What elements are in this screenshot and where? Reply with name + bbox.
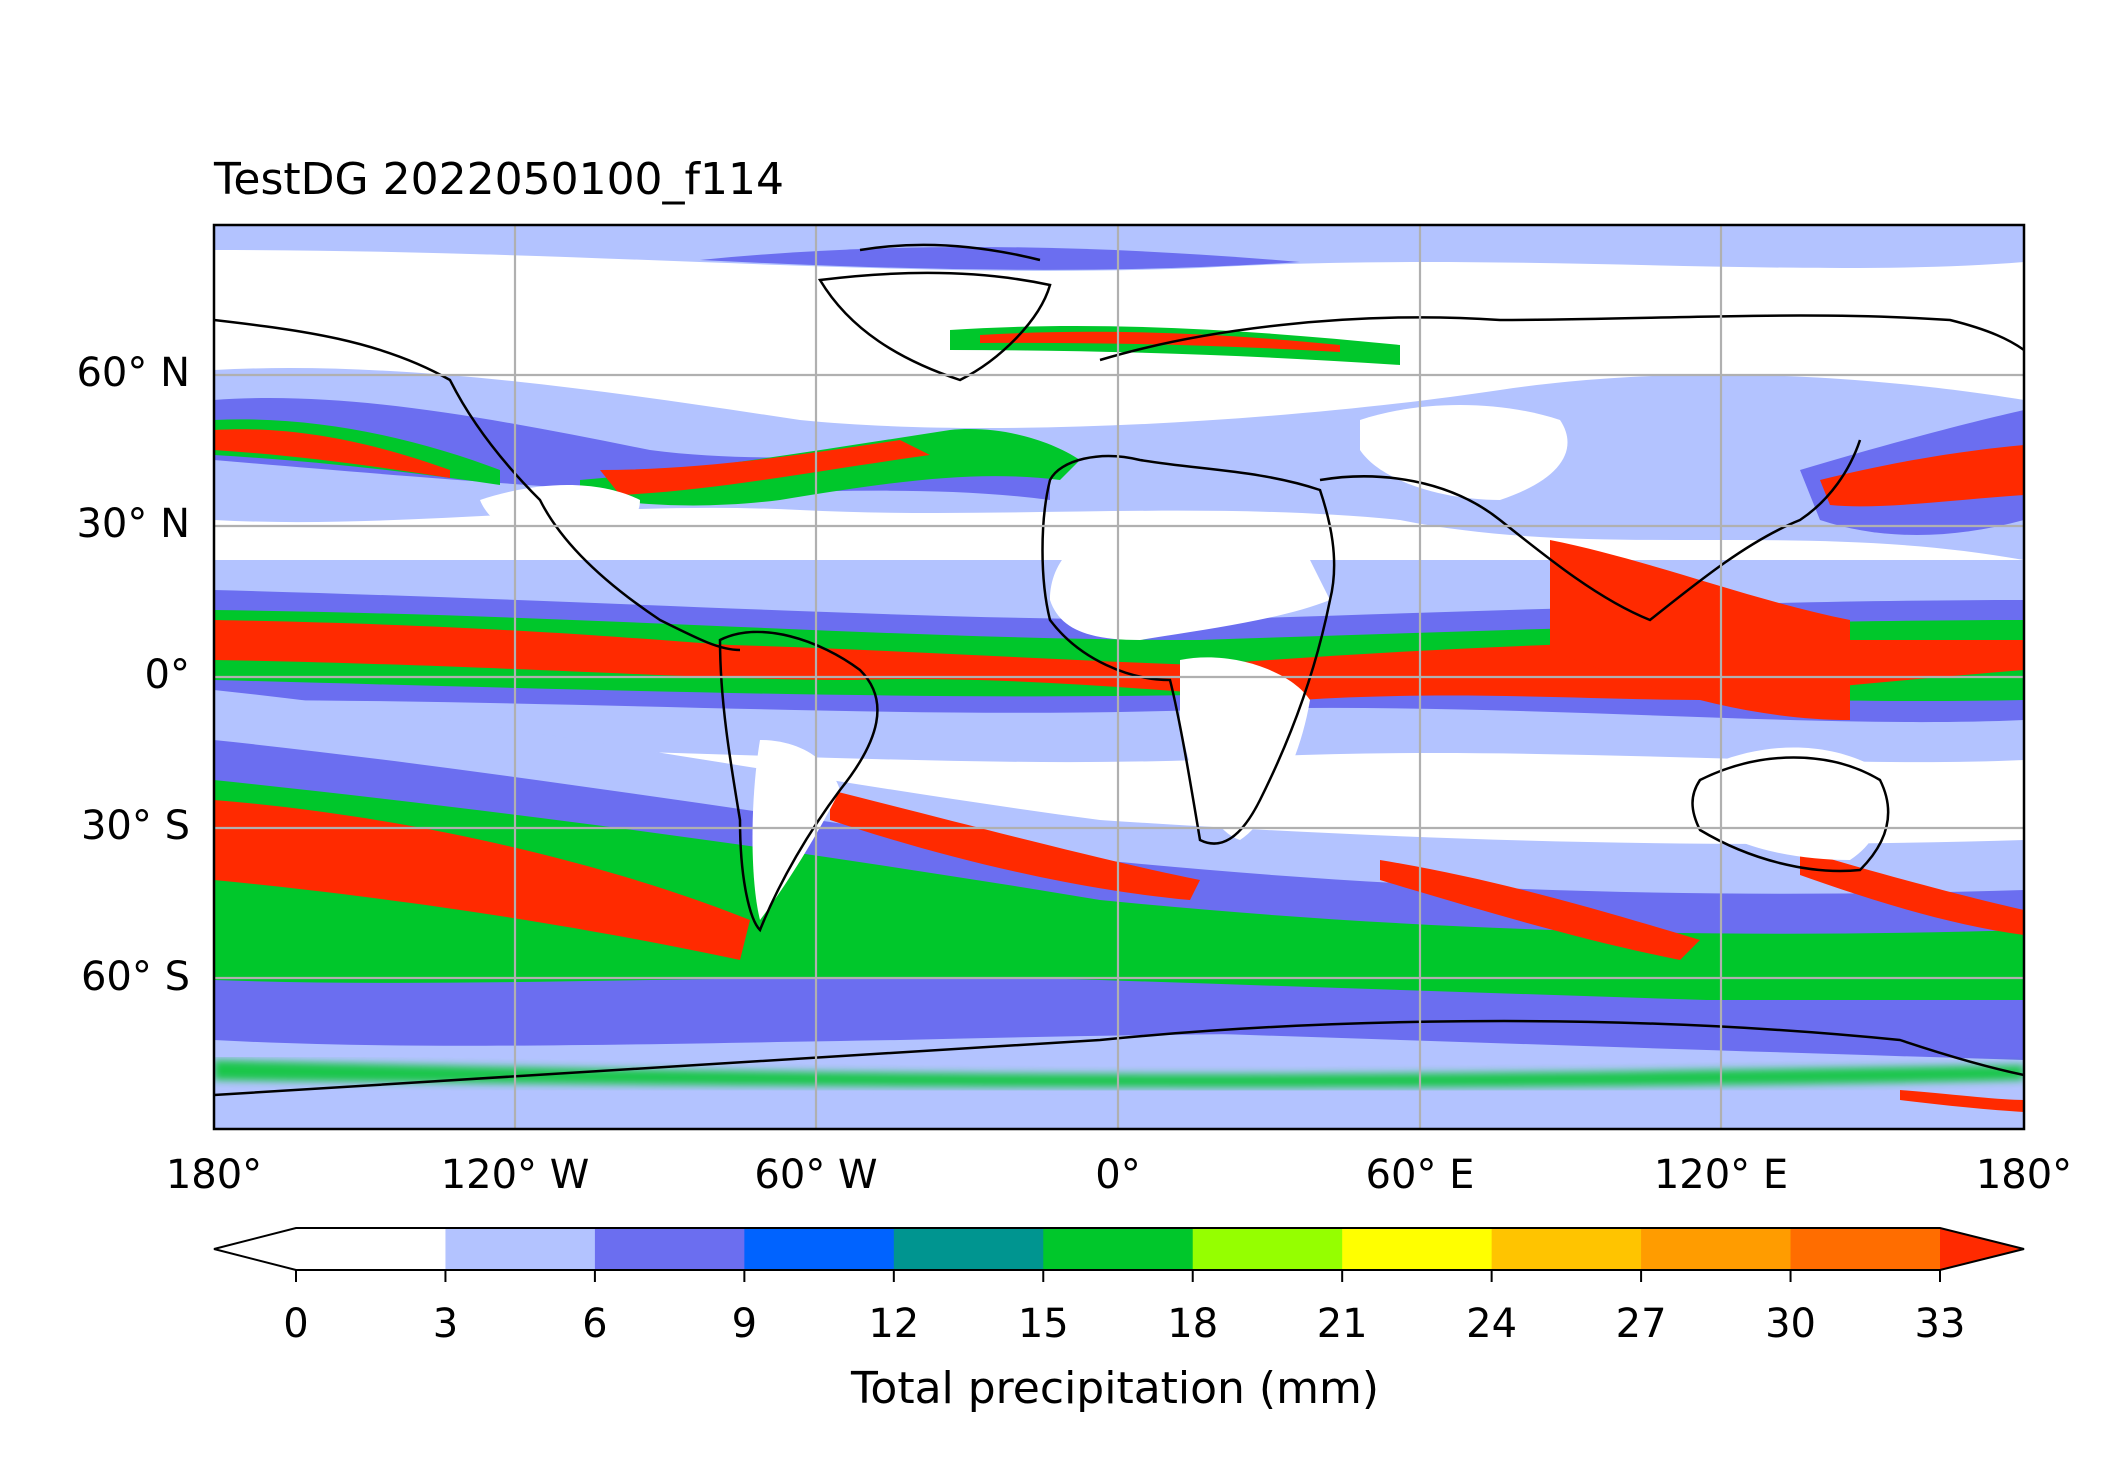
lat-tick-label: 30° N xyxy=(76,501,190,547)
colorbar-tick-label: 30 xyxy=(1765,1301,1816,1347)
map-frame xyxy=(212,223,2026,1131)
colorbar-segment xyxy=(1641,1228,1792,1270)
lat-tick-label: 0° xyxy=(144,652,190,698)
lon-tick-label: 120° W xyxy=(440,1152,590,1198)
colorbar-tick-label: 0 xyxy=(283,1301,309,1347)
colorbar-segment xyxy=(1192,1228,1343,1270)
colorbar-tick-label: 33 xyxy=(1914,1301,1966,1347)
colorbar-segment xyxy=(1043,1228,1194,1270)
colorbar-tick-label: 24 xyxy=(1466,1301,1518,1347)
colorbar-segment xyxy=(1342,1228,1493,1270)
colorbar xyxy=(213,1227,2025,1282)
colorbar-tick-label: 9 xyxy=(731,1301,758,1347)
colorbar-tick-label: 6 xyxy=(582,1301,608,1347)
colorbar-tick-label: 21 xyxy=(1316,1301,1368,1347)
lon-tick-label: 180° xyxy=(1975,1152,2073,1198)
colorbar-extend-min xyxy=(214,1228,296,1270)
colorbar-segment xyxy=(893,1228,1044,1270)
colorbar-tick-label: 3 xyxy=(432,1301,459,1347)
lon-tick-label: 0° xyxy=(1095,1152,1141,1198)
gridlines xyxy=(214,225,2024,1129)
colorbar-tick-label: 15 xyxy=(1017,1301,1069,1347)
colorbar-tick-label: 27 xyxy=(1615,1301,1667,1347)
precipitation-map xyxy=(212,223,2026,1131)
lat-tick-label: 60° N xyxy=(76,350,190,396)
map-title: TestDG 2022050100_f114 xyxy=(214,154,785,205)
colorbar-segment xyxy=(445,1228,596,1270)
colorbar-segment xyxy=(744,1228,895,1270)
colorbar-segment xyxy=(296,1228,447,1270)
colorbar-segment xyxy=(1491,1228,1642,1270)
lat-tick-label: 60° S xyxy=(80,954,190,1000)
lon-tick-label: 60° E xyxy=(1365,1152,1475,1198)
lon-tick-label: 180° xyxy=(165,1152,263,1198)
colorbar-tick-label: 12 xyxy=(868,1301,920,1347)
colorbar-segment xyxy=(594,1228,745,1270)
coastlines xyxy=(214,243,2024,1097)
lon-tick-label: 120° E xyxy=(1653,1152,1789,1198)
lon-tick-label: 60° W xyxy=(754,1152,878,1198)
colorbar-extend-max xyxy=(1940,1228,2024,1270)
lat-tick-label: 30° S xyxy=(80,803,190,849)
colorbar-segment xyxy=(1790,1228,1941,1270)
colorbar-label: Total precipitation (mm) xyxy=(851,1363,1379,1414)
colorbar-tick-label: 18 xyxy=(1167,1301,1219,1347)
